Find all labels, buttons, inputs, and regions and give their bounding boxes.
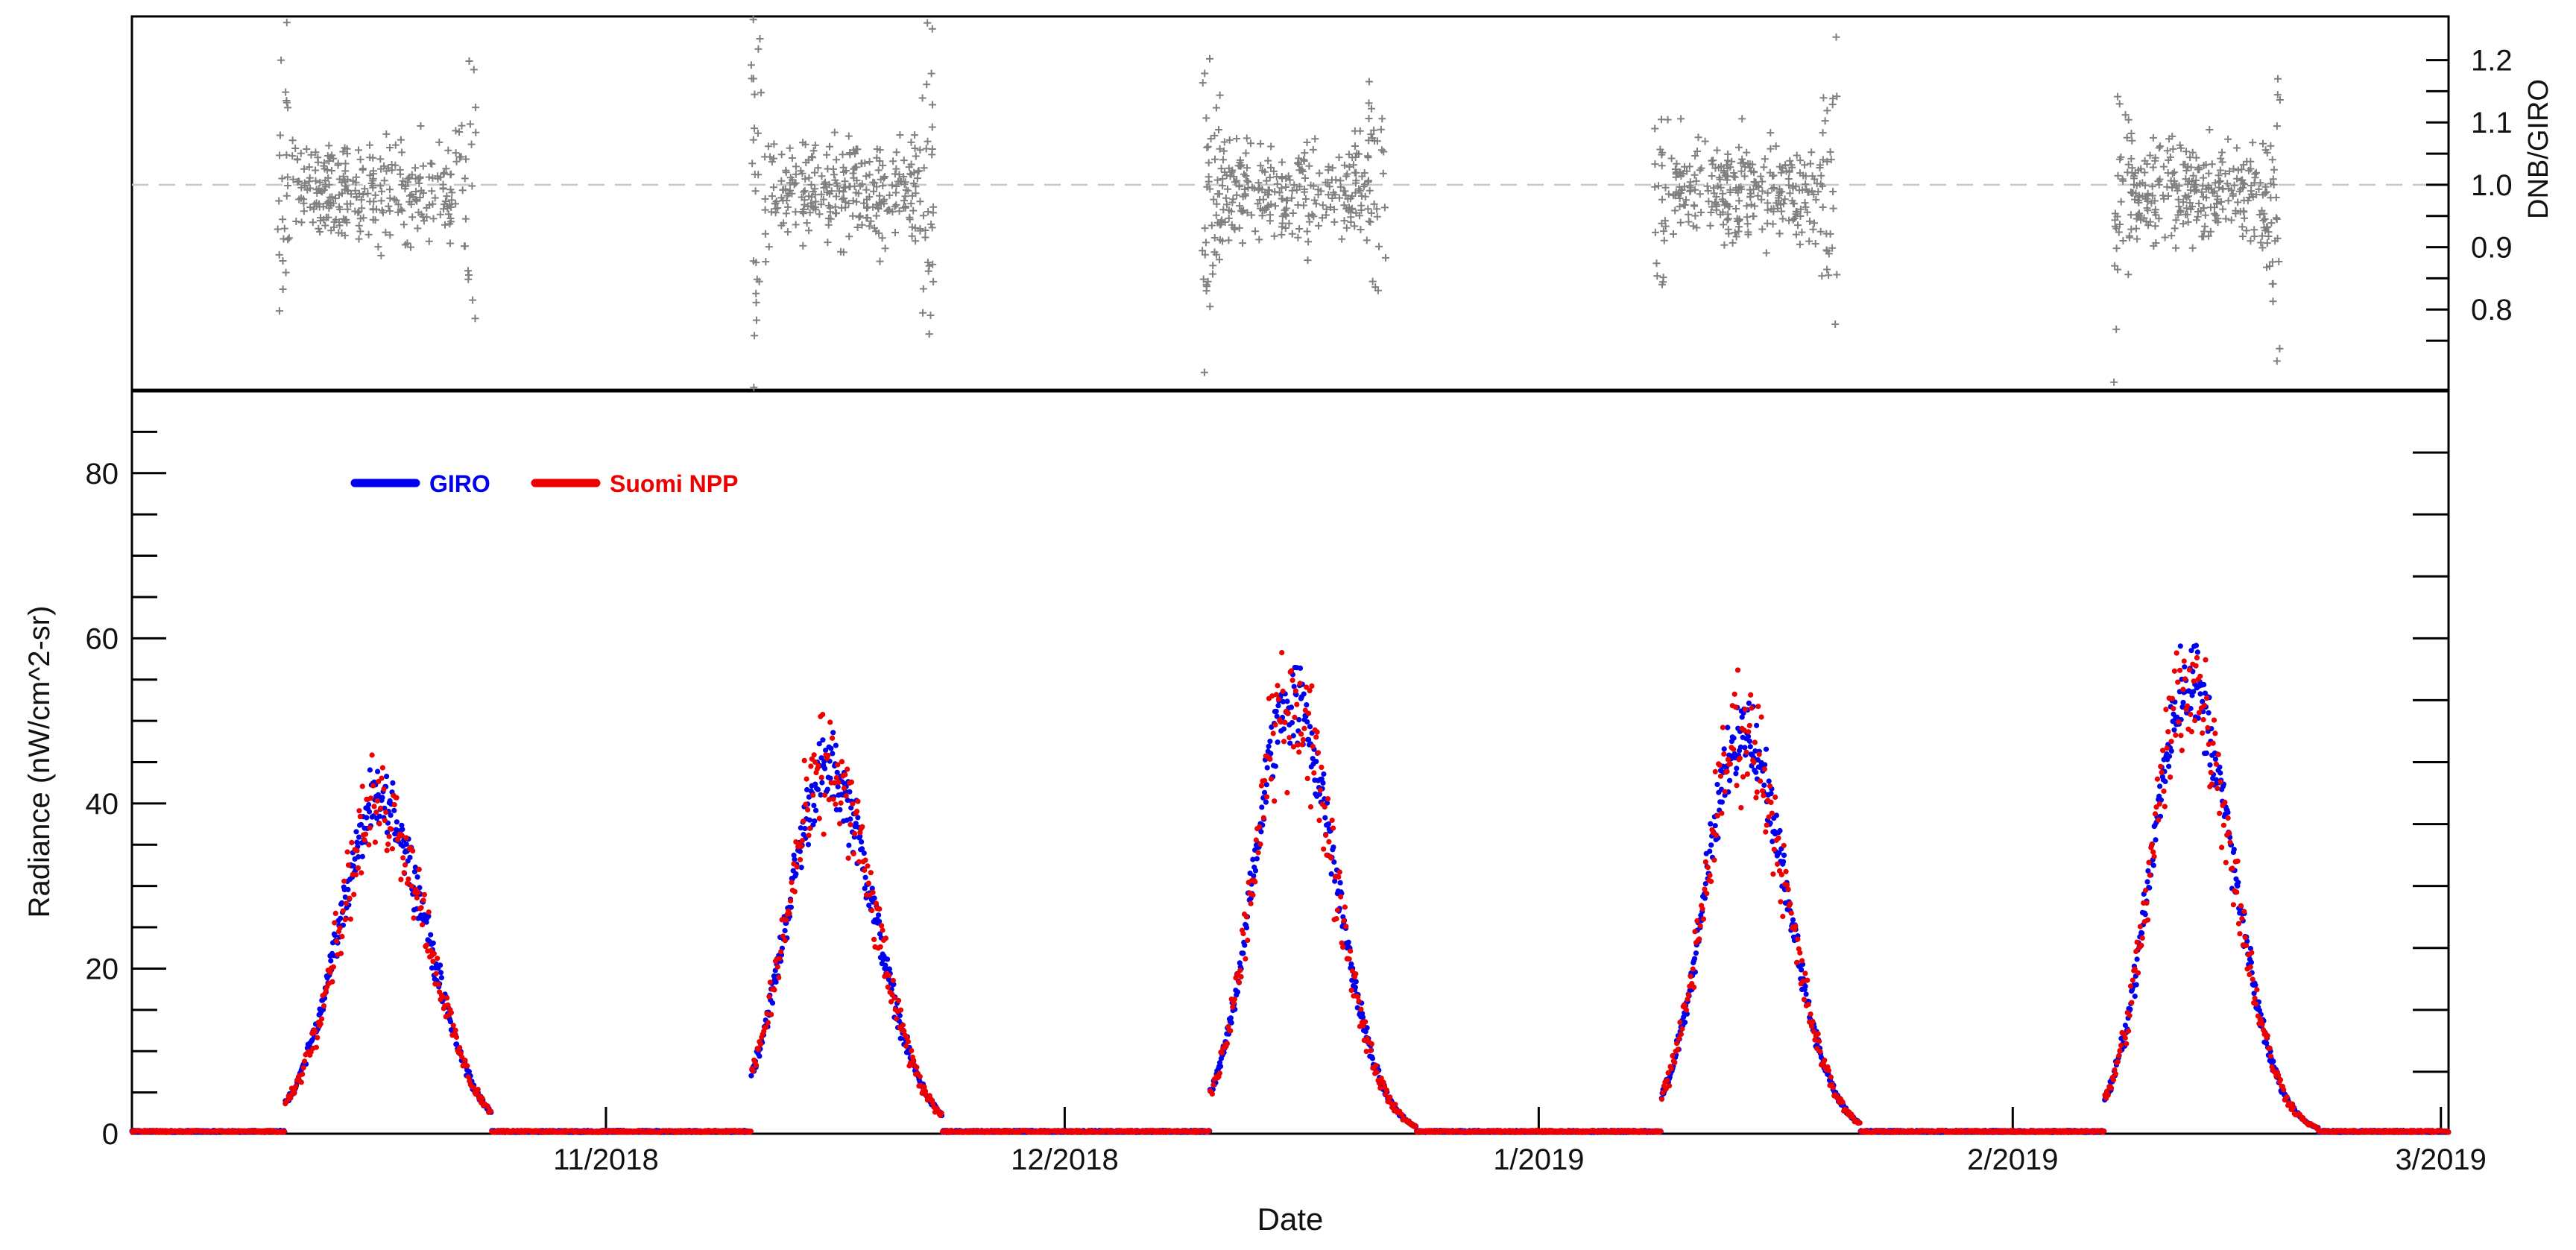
ratio-points	[274, 16, 2284, 391]
ratio-tick-label: 0.9	[2471, 232, 2513, 265]
y-axis-title: Radiance (nW/cm^2-sr)	[23, 606, 56, 918]
left-y-tick-label: 0	[102, 1118, 119, 1151]
x-tick-label: 1/2019	[1493, 1143, 1584, 1176]
giro-series	[129, 643, 2452, 1135]
legend-item: GIRO	[350, 470, 490, 497]
ratio-tick-label: 0.8	[2471, 294, 2513, 326]
ratio-tick-label: 1.1	[2471, 107, 2513, 139]
legend-label: GIRO	[429, 470, 490, 497]
legend-label: Suomi NPP	[610, 470, 738, 497]
x-tick-label: 12/2018	[1011, 1143, 1119, 1176]
left-y-tick-label: 60	[86, 622, 119, 655]
dnb-giro-ratio-series	[274, 16, 2284, 391]
text-layer: 0 20 40 60 80 0.8 0.9 1.0 1.1 1.2 11/2018 12/2018 1/…	[23, 45, 2554, 1237]
legend-item: Suomi NPP	[531, 470, 738, 497]
radiance-points	[129, 643, 2452, 1135]
ratio-tick-label: 1.2	[2471, 45, 2513, 78]
ratio-tick-label: 1.0	[2471, 169, 2513, 202]
axes-layer	[130, 15, 2450, 1135]
left-y-tick-label: 20	[86, 953, 119, 985]
x-tick-label: 2/2019	[1967, 1143, 2058, 1176]
x-tick-label: 11/2018	[553, 1143, 659, 1176]
ratio-axis-title: DNB/GIRO	[2523, 79, 2554, 219]
x-tick-label: 3/2019	[2396, 1143, 2487, 1176]
plot-frame	[130, 15, 2450, 1135]
left-y-tick-label: 80	[86, 458, 119, 490]
x-axis-title: Date	[1257, 1202, 1324, 1237]
left-y-tick-label: 40	[86, 788, 119, 821]
